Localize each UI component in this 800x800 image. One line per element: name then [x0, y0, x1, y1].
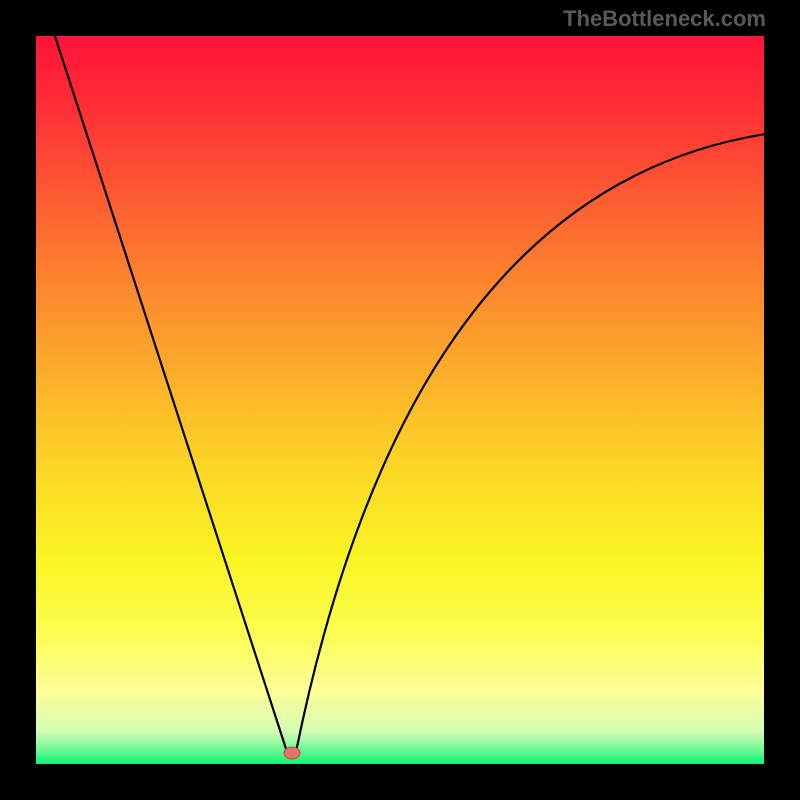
chart-container: TheBottleneck.com [0, 0, 800, 800]
watermark-text: TheBottleneck.com [563, 6, 766, 32]
minimum-marker [283, 746, 300, 759]
curve-path-right [296, 134, 764, 752]
curve-path-left [55, 36, 287, 752]
plot-area [36, 36, 764, 764]
curve-svg [36, 36, 764, 764]
